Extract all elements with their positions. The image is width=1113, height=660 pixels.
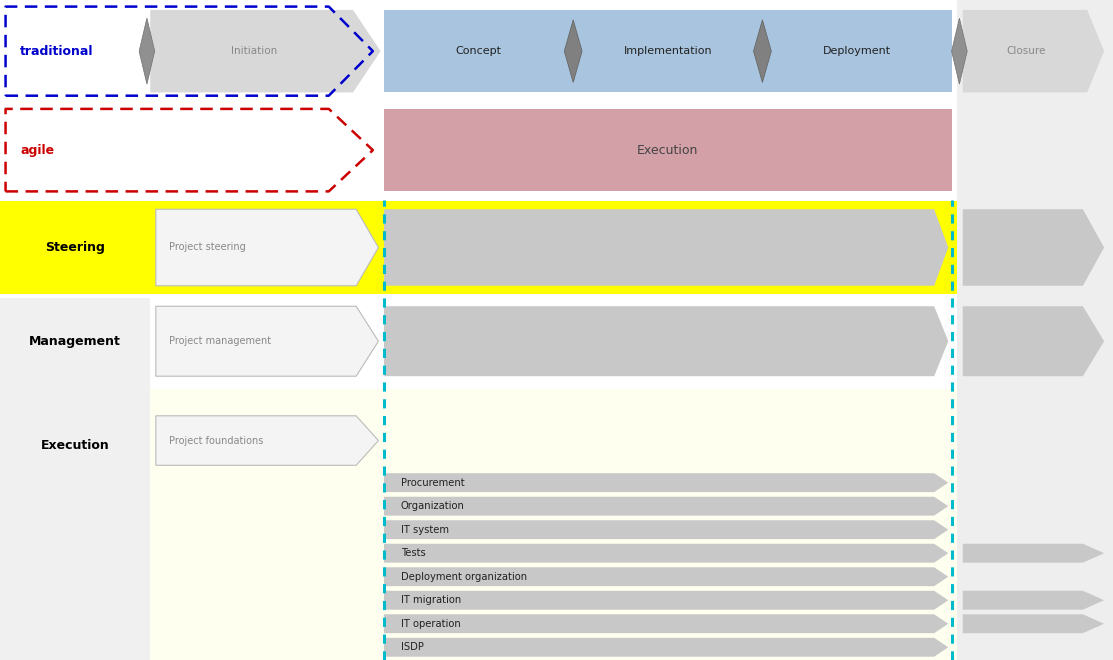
- Bar: [0, 298, 150, 660]
- Text: Concept: Concept: [455, 46, 502, 56]
- Polygon shape: [384, 638, 948, 657]
- Polygon shape: [156, 306, 378, 376]
- Polygon shape: [564, 20, 582, 82]
- Polygon shape: [963, 614, 1104, 633]
- Bar: [957, 0, 1113, 660]
- Polygon shape: [963, 544, 1104, 562]
- Text: Organization: Organization: [401, 501, 464, 512]
- Bar: [150, 389, 384, 660]
- Text: agile: agile: [20, 144, 55, 156]
- Polygon shape: [384, 209, 948, 286]
- Text: Execution: Execution: [41, 439, 109, 452]
- Text: IT system: IT system: [401, 525, 449, 535]
- Text: Deployment organization: Deployment organization: [401, 572, 526, 581]
- Polygon shape: [384, 473, 948, 492]
- Polygon shape: [963, 10, 1104, 92]
- Polygon shape: [384, 497, 948, 515]
- Polygon shape: [156, 416, 378, 465]
- Text: Initiation: Initiation: [230, 46, 277, 56]
- Text: Procurement: Procurement: [401, 478, 464, 488]
- Bar: [0, 0, 384, 102]
- Bar: [0, 389, 1113, 660]
- Text: traditional: traditional: [20, 45, 93, 57]
- Text: IT operation: IT operation: [401, 618, 461, 629]
- Polygon shape: [384, 306, 948, 376]
- Text: Execution: Execution: [637, 144, 699, 156]
- Polygon shape: [139, 18, 155, 84]
- Text: ISDP: ISDP: [401, 642, 424, 652]
- Text: Project steering: Project steering: [169, 242, 246, 253]
- Text: Closure: Closure: [1006, 46, 1046, 56]
- Text: Steering: Steering: [46, 241, 105, 254]
- Polygon shape: [963, 306, 1104, 376]
- Polygon shape: [384, 568, 948, 586]
- Bar: [0, 201, 1113, 294]
- Polygon shape: [963, 591, 1104, 610]
- Text: Project foundations: Project foundations: [169, 436, 264, 446]
- Text: Tests: Tests: [401, 548, 425, 558]
- Polygon shape: [150, 10, 381, 92]
- Bar: [384, 109, 952, 191]
- Polygon shape: [754, 20, 771, 82]
- Polygon shape: [384, 544, 948, 562]
- Bar: [0, 102, 384, 198]
- Polygon shape: [384, 614, 948, 633]
- Text: Implementation: Implementation: [623, 46, 712, 56]
- Polygon shape: [952, 18, 967, 84]
- Polygon shape: [156, 209, 378, 286]
- Text: IT migration: IT migration: [401, 595, 461, 605]
- Polygon shape: [384, 591, 948, 610]
- Bar: [384, 10, 952, 92]
- Text: Management: Management: [29, 335, 121, 348]
- Polygon shape: [384, 520, 948, 539]
- Polygon shape: [963, 209, 1104, 286]
- Text: Project management: Project management: [169, 336, 272, 346]
- Text: Deployment: Deployment: [823, 46, 892, 56]
